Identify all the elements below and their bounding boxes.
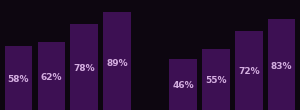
- Bar: [169, 59, 196, 110]
- Text: 46%: 46%: [172, 81, 194, 90]
- Bar: [70, 24, 98, 110]
- Text: 78%: 78%: [73, 64, 95, 73]
- Text: 58%: 58%: [8, 75, 29, 84]
- Bar: [38, 42, 65, 110]
- Text: 89%: 89%: [106, 59, 128, 68]
- Bar: [268, 19, 295, 110]
- Bar: [103, 12, 131, 110]
- Bar: [4, 46, 32, 110]
- Bar: [202, 50, 230, 110]
- Text: 55%: 55%: [205, 76, 226, 85]
- Bar: [235, 31, 262, 110]
- Text: 72%: 72%: [238, 67, 260, 76]
- Text: 62%: 62%: [40, 73, 62, 82]
- Text: 83%: 83%: [271, 62, 292, 71]
